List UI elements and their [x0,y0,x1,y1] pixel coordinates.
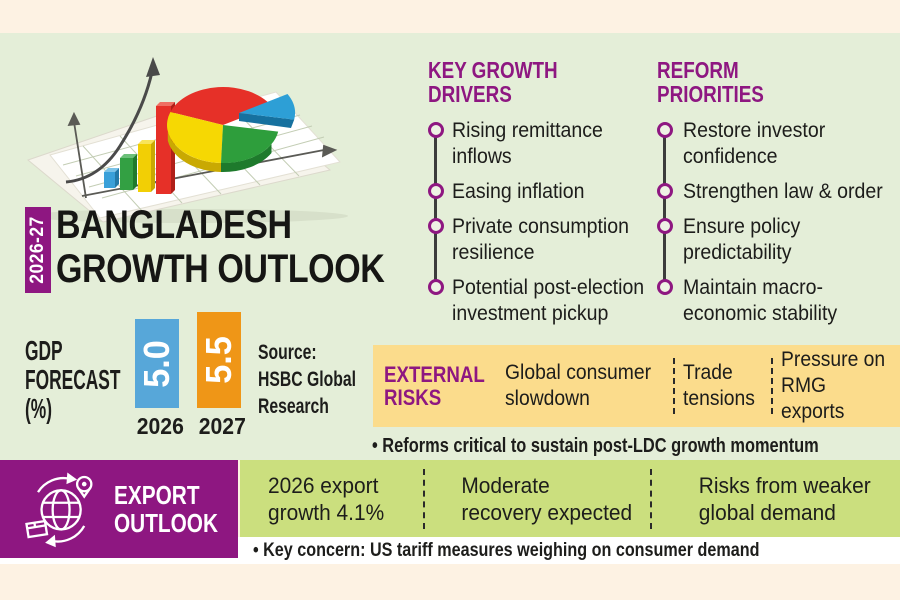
source-credit: Source: HSBC Global Research [258,341,357,418]
risk-item: Trade tensions [683,361,755,410]
list-item-label: Restore investor confidence [683,119,826,168]
period-label: 2026-27 [27,216,48,284]
period-badge: 2026-27 [25,207,51,293]
timeline-connector-line [434,130,437,287]
gdp-bar-2026-year: 2026 [136,413,184,439]
gdp-forecast-label: GDP FORECAST (%) [25,335,121,424]
gdp-bar-2027-value: 5.5 [198,336,239,384]
key-growth-drivers-heading: KEY GROWTH DRIVERS [428,57,558,107]
key-growth-drivers-list: Rising remittance inflows Easing inflati… [428,118,669,327]
list-item-label: Private consumption resilience [452,215,629,264]
trend-arrow [65,57,160,184]
globe-export-icon [25,472,93,548]
risk-item: Pressure on RMG exports [781,348,886,423]
arrowhead-bottom [45,534,56,548]
reforms-note: • Reforms critical to sustain post-LDC g… [372,435,819,458]
list-item: Maintain macro-economic stability [657,275,900,327]
bullet-ring-icon [657,279,673,295]
list-item-label: Potential post-election investment picku… [452,276,645,325]
key-concern-text: Key concern: US tariff measures weighing… [263,540,760,561]
reforms-note-text: Reforms critical to sustain post-LDC gro… [382,435,819,457]
bullet-dot-icon: • [253,540,264,561]
export-outlook-band: 2026 export growth 4.1% Moderate recover… [240,460,900,537]
list-item: Ensure policy predictability [657,214,900,266]
gdp-bar-2027: 5.5 [197,312,241,408]
dashed-divider [673,358,675,414]
dashed-divider [771,358,773,414]
location-pin-head [75,475,93,493]
reform-priorities-list: Restore investor confidence Strengthen l… [657,118,900,327]
key-concern-note: • Key concern: US tariff measures weighi… [253,540,759,562]
reform-priorities-heading: REFORM PRIORITIES [657,57,764,107]
dashed-divider [650,468,652,529]
arrowhead-top [66,472,78,485]
page-title-line1: BANGLADESH [56,203,292,247]
page-title: BANGLADESH GROWTH OUTLOOK [56,203,476,291]
dashed-divider [423,468,425,529]
globe-meridian [51,489,71,531]
reform-priorities-section: REFORM PRIORITIES Restore investor confi… [657,58,900,336]
location-pin-tail [77,487,92,499]
export-band-item: Moderate recovery expected [461,472,633,525]
pin-dot [81,481,87,487]
external-risks-heading: EXTERNAL RISKS [384,362,485,410]
bullet-ring-icon [657,122,673,138]
page-title-line2: GROWTH OUTLOOK [56,247,385,291]
list-item-label: Rising remittance inflows [452,119,603,168]
list-item: Private consumption resilience [428,214,669,266]
risk-item: Global consumer slowdown [505,361,652,410]
orbit-arrow-bottom [52,525,86,543]
external-risks-box: EXTERNAL RISKS Global consumer slowdown … [373,345,900,427]
export-outlook-header-box: EXPORT OUTLOOK [0,460,238,558]
list-item-label: Easing inflation [452,180,585,203]
bullet-ring-icon [428,122,444,138]
bullet-ring-icon [428,279,444,295]
list-item: Strengthen law & order [657,179,900,205]
list-item: Restore investor confidence [657,118,900,170]
list-item-label: Strengthen law & order [683,180,883,203]
list-item-label: Maintain macro-economic stability [683,276,838,325]
gdp-bar-2027-year: 2027 [198,413,246,439]
package-box [25,519,49,539]
globe-circle [40,489,82,531]
export-outlook-heading: EXPORT OUTLOOK [114,480,218,538]
bullet-dot-icon: • [372,435,383,457]
list-item: Easing inflation [428,179,669,205]
export-band-item: 2026 export growth 4.1% [268,472,385,525]
list-item: Potential post-election investment picku… [428,275,669,327]
key-growth-drivers-section: KEY GROWTH DRIVERS Rising remittance inf… [428,58,669,336]
bullet-ring-icon [657,218,673,234]
timeline-connector-line [663,130,666,287]
orbit-arrow-top [37,476,71,493]
gdp-bar-2026: 5.0 [135,319,179,408]
bullet-ring-icon [428,183,444,199]
charts-illustration [26,57,348,223]
bullet-ring-icon [657,183,673,199]
list-item: Rising remittance inflows [428,118,669,170]
3d-pie-chart [167,87,296,173]
gdp-bar-2026-value: 5.0 [136,339,177,388]
export-band-item: Risks from weaker global demand [698,472,871,525]
bullet-ring-icon [428,218,444,234]
list-item-label: Ensure policy predictability [683,215,801,264]
